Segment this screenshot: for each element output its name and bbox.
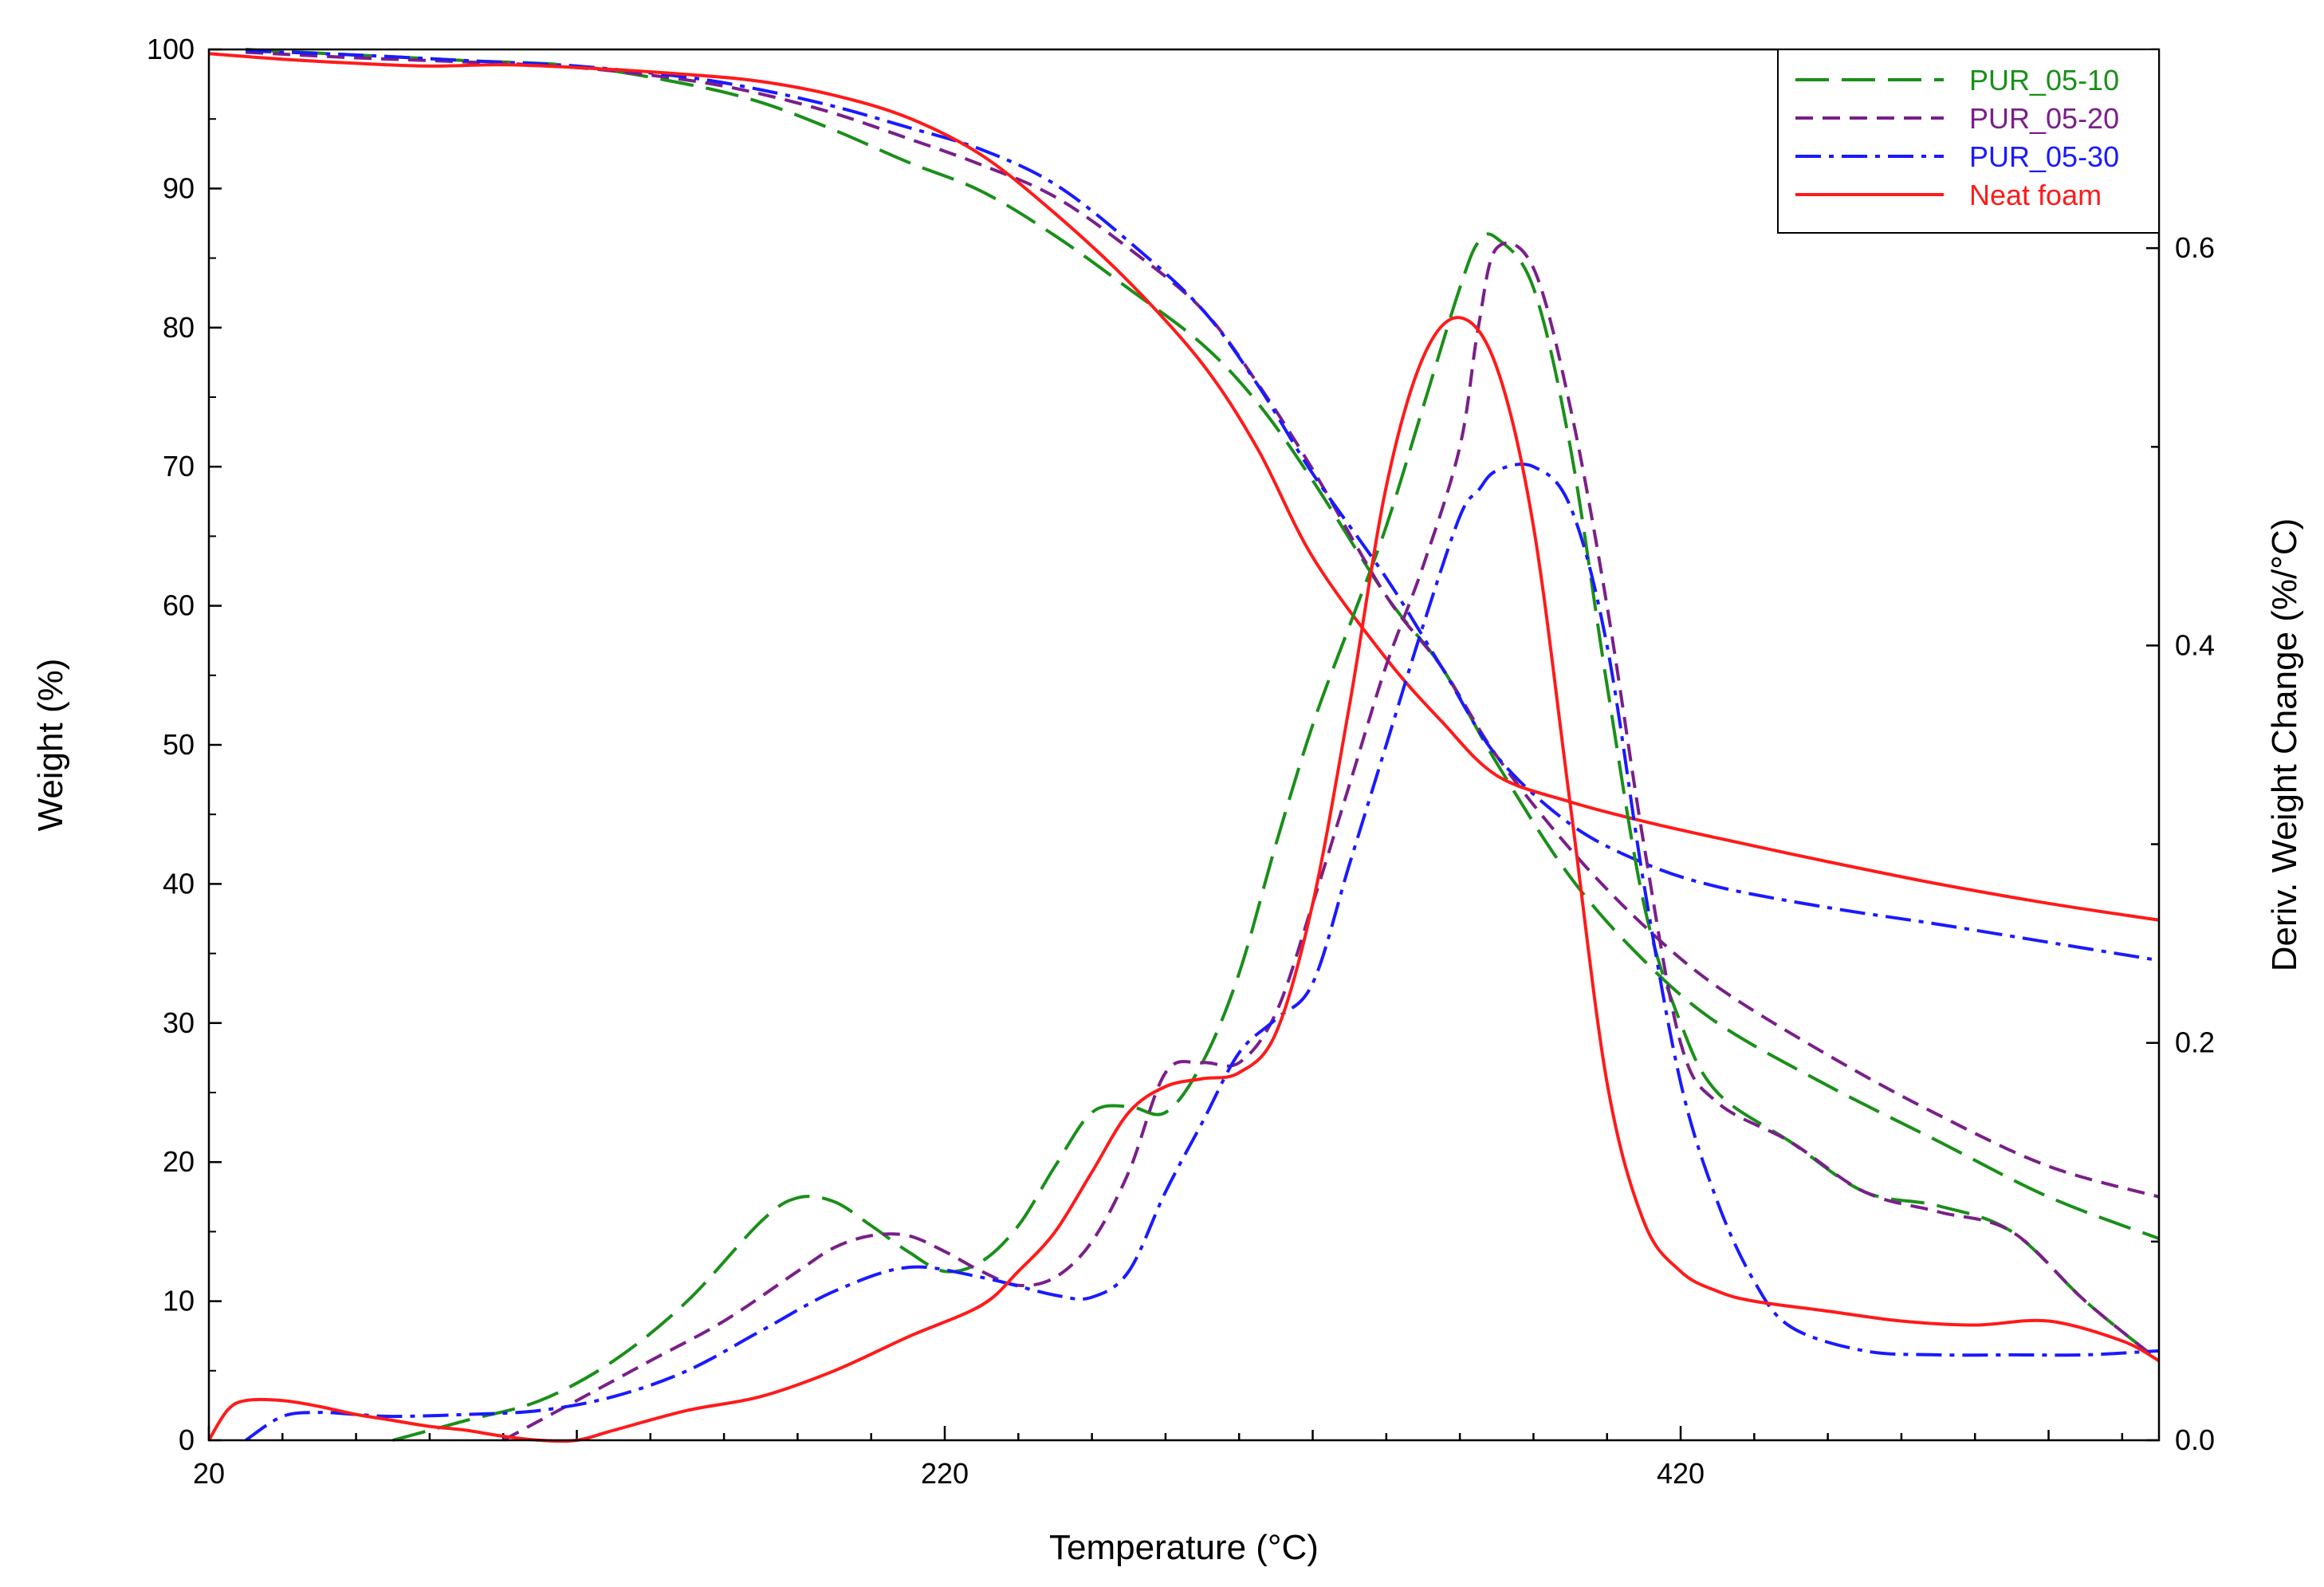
- y-tick-label: 10: [163, 1285, 195, 1317]
- y2-axis-ticks: 0.0 0.2 0.4 0.6: [2146, 48, 2215, 1456]
- legend: PUR_05-10 PUR_05-20 PUR_05-30 Neat foam: [1777, 49, 2160, 234]
- legend-label-pur-05-20: PUR_05-20: [1969, 102, 2119, 135]
- y-tick-label: 100: [147, 33, 195, 65]
- pur-05-30-derivative-curve: [245, 463, 2160, 1442]
- y2-tick-label: 0.2: [2175, 1026, 2215, 1059]
- y-axis-ticks: 0 10 20 30 40 50 60 70 80 90 100: [147, 33, 222, 1456]
- x-axis-ticks: 20 220 420: [193, 1426, 2124, 1490]
- plot-frame: [207, 48, 2161, 1442]
- y2-tick-label: 0.6: [2175, 231, 2215, 264]
- x-tick-label: 220: [921, 1457, 969, 1490]
- y-tick-label: 50: [163, 728, 195, 761]
- neat-foam-derivative-curve: [207, 316, 2160, 1443]
- y-tick-label: 0: [179, 1424, 195, 1456]
- y2-tick-label: 0.0: [2175, 1424, 2215, 1456]
- y-axis-title: Weight (%): [31, 659, 70, 832]
- y-tick-label: 90: [163, 171, 195, 204]
- y-tick-label: 70: [163, 450, 195, 482]
- pur-05-10-derivative-curve: [392, 232, 2161, 1442]
- y-tick-label: 20: [163, 1145, 195, 1178]
- legend-label-pur-05-10: PUR_05-10: [1969, 64, 2119, 96]
- y-tick-label: 80: [163, 311, 195, 344]
- pur-05-30-weight-curve: [246, 49, 2160, 963]
- x-tick-label: 20: [193, 1457, 225, 1490]
- series-layer: [207, 48, 2161, 1443]
- legend-label-pur-05-30: PUR_05-30: [1969, 140, 2119, 173]
- y-tick-label: 60: [163, 589, 195, 622]
- legend-box: [1777, 49, 2160, 234]
- y-tick-label: 30: [163, 1006, 195, 1039]
- legend-label-neat-foam: Neat foam: [1969, 179, 2102, 211]
- pur-05-20-derivative-curve: [502, 241, 2161, 1442]
- y2-axis-title: Deriv. Weight Change (%/°C): [2265, 518, 2304, 972]
- x-axis-title: Temperature (°C): [1049, 1528, 1319, 1567]
- y2-tick-label: 0.4: [2175, 628, 2215, 661]
- pur-05-10-weight-curve: [246, 48, 2160, 1240]
- x-tick-label: 420: [1657, 1457, 1705, 1490]
- y-tick-label: 40: [163, 867, 195, 900]
- neat-foam-weight-curve: [208, 52, 2160, 922]
